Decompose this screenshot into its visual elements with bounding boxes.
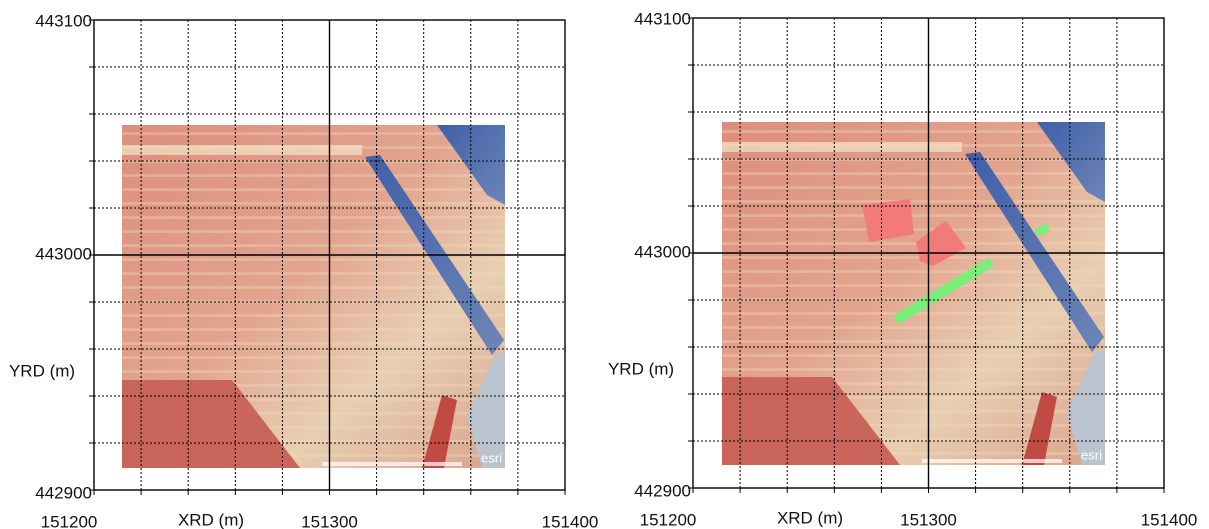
y-tick-label: 443000 <box>35 244 92 263</box>
map-panel: esri 151200 151300 151400 443100 443000 442900… <box>608 9 1197 529</box>
y-axis-label: YRD (m) <box>608 359 674 378</box>
y-tick-label: 442900 <box>634 481 691 500</box>
feature-line <box>1036 227 1048 233</box>
x-tick-label: 151400 <box>1141 510 1198 529</box>
figure: esri 151200 151300 151400 443100 443000 442900… <box>0 0 1209 529</box>
x-tick-label: 151400 <box>542 512 599 529</box>
x-tick-label: 151300 <box>900 510 957 529</box>
y-axis-label: YRD (m) <box>9 361 75 380</box>
x-tick-label: 151200 <box>41 512 98 529</box>
y-tick-label: 443100 <box>35 11 92 30</box>
x-axis-label: XRD (m) <box>178 510 244 529</box>
y-tick-label: 443000 <box>634 242 691 261</box>
y-tick-label: 442900 <box>35 483 92 502</box>
attribution: esri <box>1081 447 1102 462</box>
attribution: esri <box>481 450 502 465</box>
map-panel: esri 151200 151300 151400 443100 443000 442900… <box>9 11 598 529</box>
x-tick-label: 151300 <box>301 512 358 529</box>
x-tick-label: 151200 <box>640 510 697 529</box>
scale-bar <box>322 462 462 466</box>
x-axis-label: XRD (m) <box>777 508 843 527</box>
terrain-ridge <box>722 142 962 152</box>
scale-bar <box>922 459 1062 463</box>
y-tick-label: 443100 <box>634 9 691 28</box>
terrain-ridge <box>122 145 362 155</box>
